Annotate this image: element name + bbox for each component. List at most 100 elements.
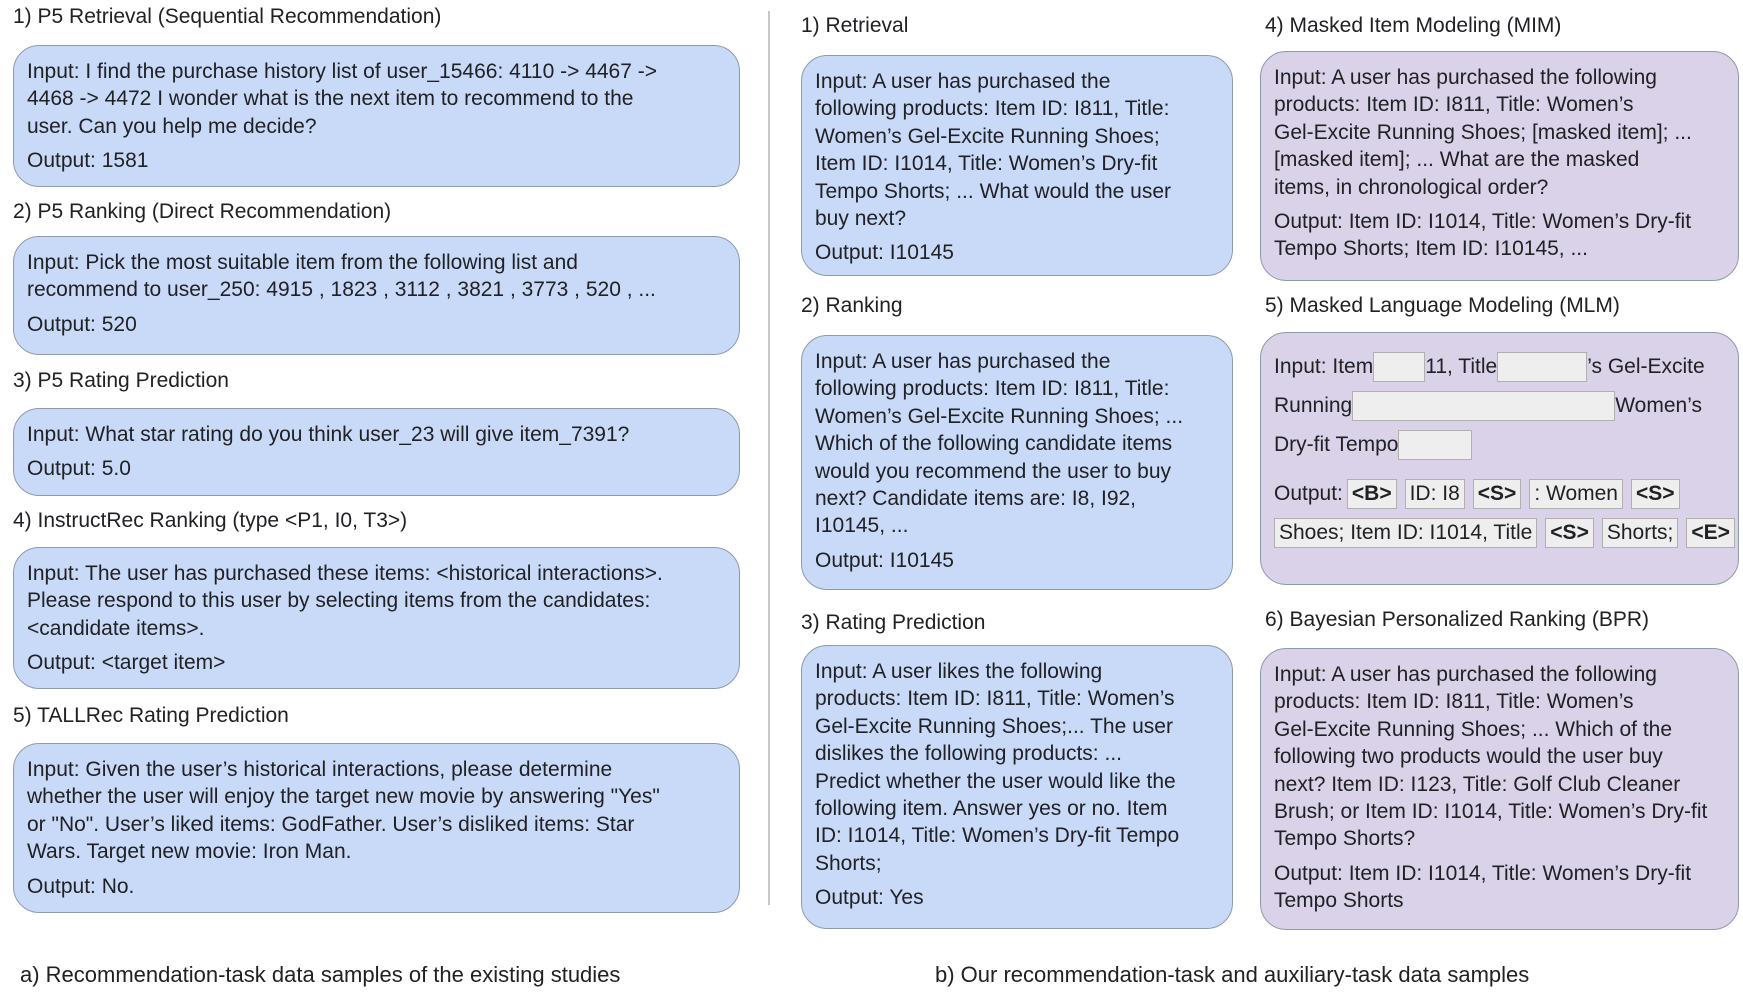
token-span: : Women [1529,478,1623,509]
section-title: 1) Retrieval [801,14,909,37]
input-line: products: Item ID: I811, Title: Women’s [1274,690,1634,714]
input-line: Input: A user has purchased the [815,70,1111,93]
sample-box-p5-rating: Input: What star rating do you think use… [13,408,740,496]
output-line: Tempo Shorts [1274,889,1404,913]
input-line: Input: A user likes the following [815,660,1103,683]
section-title: 4) Masked Item Modeling (MIM) [1265,14,1562,37]
input-line: following products: Item ID: I811, Title… [815,377,1170,401]
token-end: <E> [1686,517,1735,548]
text: 11, Title [1425,354,1498,378]
sample-box-mlm: Input: Item 11, Title ’s Gel-Excite Runn… [1260,332,1739,585]
output-line: Tempo Shorts; Item ID: I10145, ... [1274,237,1588,261]
sample-box-p5-ranking: Input: Pick the most suitable item from … [13,236,740,355]
mlm-input-line: Running Women’s [1274,386,1725,425]
input-line: Gel-Excite Running Shoes; ... Which of t… [1274,717,1673,741]
input-line: <candidate items>. [27,616,205,640]
input-line: 4468 -> 4472 I wonder what is the next i… [27,87,634,111]
token-span: Shorts; [1601,517,1679,548]
input-line: Input: I find the purchase history list … [27,60,658,83]
mlm-input-line: Dry-fit Tempo [1274,425,1725,464]
input-line: Shorts; [815,851,882,875]
section-title: 2) P5 Ranking (Direct Recommendation) [13,200,392,223]
section-title: 1) P5 Retrieval (Sequential Recommendati… [13,5,442,28]
input-line: recommend to user_250: 4915 , 1823 , 311… [27,278,656,302]
output-line: Output: Item ID: I1014, Title: Women’s D… [1274,861,1692,885]
caption-b: b) Our recommendation-task and auxiliary… [935,962,1530,987]
input-line: dislikes the following products: ... [815,742,1122,766]
section-title: 3) Rating Prediction [801,611,986,634]
input-line: Gel-Excite Running Shoes; [masked item];… [1274,120,1692,144]
input-line: whether the user will enjoy the target n… [27,785,660,809]
output-line: Output: No. [27,874,135,898]
column-divider [768,11,770,905]
text: Input: Item [1274,354,1374,378]
input-line: next? Candidate items are: I8, I92, [815,487,1137,511]
section-title: 6) Bayesian Personalized Ranking (BPR) [1265,608,1650,631]
input-line: Which of the following candidate items [815,432,1173,456]
masked-span [1352,390,1616,421]
input-line: Wars. Target new movie: Iron Man. [27,840,352,864]
input-line: products: Item ID: I811, Title: Women’s [1274,93,1634,117]
masked-span [1398,429,1473,460]
text: Running [1274,393,1353,417]
input-line: would you recommend the user to buy [815,459,1172,483]
input-line: Tempo Shorts? [1274,827,1416,851]
mlm-input-line: Input: Item 11, Title ’s Gel-Excite [1274,347,1725,386]
output-line: Output: Item ID: I1014, Title: Women’s D… [1274,210,1692,234]
output-line: Output: Yes [815,886,924,910]
input-line: [masked item]; ... What are the masked [1274,148,1640,172]
input-line: Input: What star rating do you think use… [27,423,630,446]
section-title: 3) P5 Rating Prediction [13,369,229,392]
text: Women’s [1615,393,1702,417]
token-span: ID: I8 [1404,478,1465,509]
caption-a: a) Recommendation-task data samples of t… [20,962,621,987]
token-begin: <B> [1346,478,1397,509]
mlm-output-line: Output: <B> ID: I8 <S> : Women <S> [1274,474,1725,513]
input-line: following item. Answer yes or no. Item [815,797,1168,821]
output-line: Output: <target item> [27,651,226,675]
sample-box-ranking: Input: A user has purchased the following… [801,335,1233,590]
input-line: Please respond to this user by selecting… [27,589,651,613]
sample-box-instructrec: Input: The user has purchased these item… [13,547,740,689]
sample-box-retrieval: Input: A user has purchased the following… [801,55,1233,276]
input-line: Input: Given the user’s historical inter… [27,758,613,781]
sample-box-p5-retrieval: Input: I find the purchase history list … [13,45,740,187]
token-span: Shoes; Item ID: I1014, Title [1274,517,1538,548]
sample-box-tallrec: Input: Given the user’s historical inter… [13,743,740,913]
output-line: Output: 5.0 [27,457,131,481]
input-line: Brush; or Item ID: I1014, Title: Women’s… [1274,800,1708,824]
input-line: I10145, ... [815,514,909,538]
output-line: Output: 520 [27,312,137,336]
input-line: Input: A user has purchased the [815,350,1111,373]
mlm-output-line: Shoes; Item ID: I1014, Title <S> Shorts;… [1274,513,1735,552]
output-label: Output: [1274,481,1343,505]
sample-box-mim: Input: A user has purchased the followin… [1260,51,1739,281]
input-line: Women’s Gel-Excite Running Shoes; ... [815,404,1184,428]
input-line: products: Item ID: I811, Title: Women’s [815,687,1175,711]
output-line: Output: I10145 [815,241,954,265]
input-line: user. Can you help me decide? [27,114,317,138]
token-sep: <S> [1472,478,1522,509]
input-line: following products: Item ID: I811, Title… [815,97,1170,121]
sample-box-bpr: Input: A user has purchased the followin… [1260,648,1739,930]
masked-span [1373,351,1426,382]
input-line: Gel-Excite Running Shoes;... The user [815,714,1173,738]
input-line: Input: A user has purchased the followin… [1274,663,1657,686]
section-title: 2) Ranking [801,294,903,317]
input-line: buy next? [815,207,907,231]
input-line: ID: I1014, Title: Women’s Dry-fit Tempo [815,824,1180,848]
input-line: Women’s Gel-Excite Running Shoes; [815,124,1160,148]
masked-span [1497,351,1588,382]
input-line: Predict whether the user would like the [815,769,1176,793]
input-line: Input: Pick the most suitable item from … [27,251,578,274]
input-line: Input: The user has purchased these item… [27,562,663,585]
input-line: or "No". User’s liked items: GodFather. … [27,812,635,836]
section-title: 5) Masked Language Modeling (MLM) [1265,294,1620,317]
text: Dry-fit Tempo [1274,432,1399,456]
input-line: next? Item ID: I123, Title: Golf Club Cl… [1274,772,1681,796]
sample-box-rating-prediction: Input: A user likes the following product… [801,645,1233,929]
token-sep: <S> [1630,478,1680,509]
input-line: items, in chronological order? [1274,175,1549,199]
section-title: 4) InstructRec Ranking (type <P1, I0, T3… [13,509,408,532]
text: ’s Gel-Excite [1587,354,1705,378]
